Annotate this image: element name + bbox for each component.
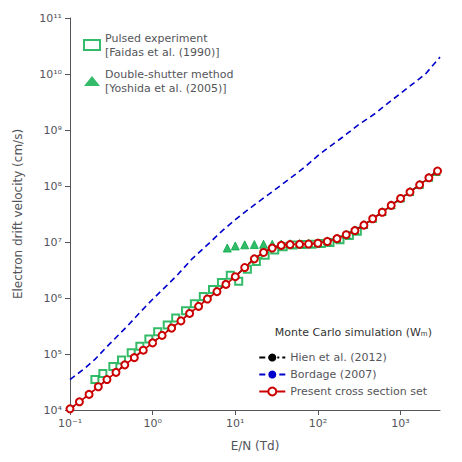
svg-text:10¹: 10¹: [226, 417, 244, 430]
svg-text:[Yoshida et al. (2005)]: [Yoshida et al. (2005)]: [105, 82, 227, 95]
svg-text:10⁵: 10⁵: [44, 348, 62, 361]
svg-text:Present cross section set: Present cross section set: [290, 385, 427, 398]
svg-text:10⁹: 10⁹: [44, 124, 62, 137]
svg-text:10¹¹: 10¹¹: [39, 12, 62, 25]
svg-text:10⁶: 10⁶: [44, 292, 63, 305]
svg-text:10⁰: 10⁰: [143, 417, 162, 430]
svg-text:Electron drift velocity (cm/s): Electron drift velocity (cm/s): [11, 129, 25, 299]
svg-text:10¹⁰: 10¹⁰: [39, 68, 62, 81]
svg-text:Double-shutter method: Double-shutter method: [105, 68, 234, 81]
svg-text:10²: 10²: [309, 417, 327, 430]
svg-text:[Faidas et al. (1990)]: [Faidas et al. (1990)]: [105, 46, 220, 59]
svg-text:10⁴: 10⁴: [44, 404, 63, 417]
svg-text:10³: 10³: [391, 417, 409, 430]
svg-text:Bordage (2007): Bordage (2007): [290, 368, 376, 381]
svg-text:10⁸: 10⁸: [44, 180, 63, 193]
svg-text:Pulsed experiment: Pulsed experiment: [105, 32, 208, 45]
svg-text:Monte Carlo simulation (Wₘ): Monte Carlo simulation (Wₘ): [275, 326, 432, 339]
svg-text:10⁷: 10⁷: [44, 236, 62, 249]
svg-text:E/N (Td): E/N (Td): [231, 439, 280, 453]
svg-text:Hien et al. (2012): Hien et al. (2012): [290, 351, 387, 364]
svg-text:10⁻¹: 10⁻¹: [58, 417, 82, 430]
